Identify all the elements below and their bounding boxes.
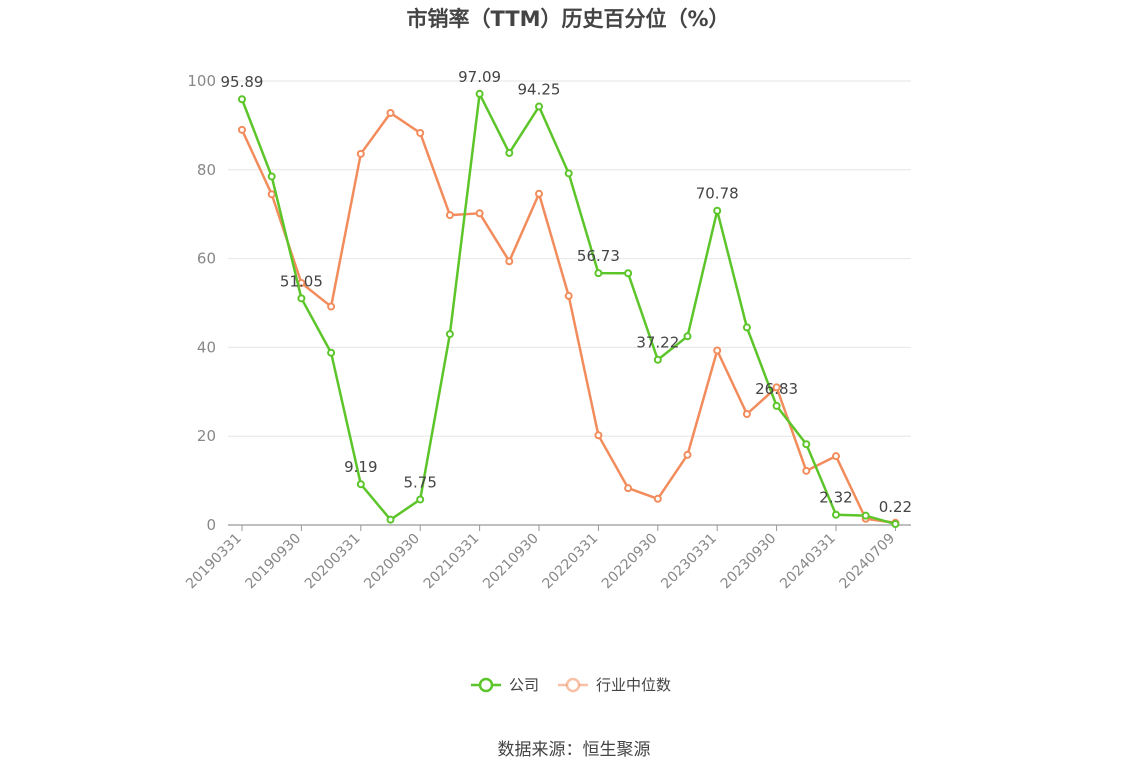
source-note: 数据来源：恒生聚源 xyxy=(498,740,651,760)
legend[interactable]: 公司 行业中位数 xyxy=(471,676,671,694)
x-tick-label: 20210930 xyxy=(480,531,542,593)
legend-swatch-marker xyxy=(478,677,494,693)
data-label: 5.75 xyxy=(403,473,436,491)
legend-label: 公司 xyxy=(509,676,539,694)
y-tick-label: 20 xyxy=(197,427,216,445)
data-point xyxy=(742,410,751,418)
legend-item-company[interactable]: 公司 xyxy=(471,676,539,694)
data-point xyxy=(594,269,603,278)
x-tick-label: 20230331 xyxy=(658,531,720,593)
x-tick-label: 20240709 xyxy=(837,531,899,593)
data-point xyxy=(802,466,811,475)
data-point xyxy=(653,494,662,503)
x-tick-label: 20190930 xyxy=(243,531,305,593)
data-label: 97.09 xyxy=(458,68,501,86)
data-point xyxy=(535,102,543,111)
data-point xyxy=(505,257,514,266)
data-point xyxy=(238,95,246,104)
data-point xyxy=(624,484,633,493)
y-tick-label: 40 xyxy=(197,338,216,356)
data-point xyxy=(475,89,484,98)
data-point xyxy=(742,323,751,332)
data-point xyxy=(802,440,811,449)
x-tick-label: 20200331 xyxy=(302,531,364,593)
data-labels: 95.89 51.05 9.19 5.75 97.09 94.25 56.73 37.22 70… xyxy=(221,68,913,516)
data-label: 70.78 xyxy=(696,185,739,203)
data-point xyxy=(653,355,662,364)
data-point xyxy=(505,148,514,157)
data-point xyxy=(564,169,573,178)
y-axis-ticks: 0 20 40 60 80 100 xyxy=(187,72,216,534)
x-tick-label: 20190331 xyxy=(183,531,245,593)
data-point xyxy=(445,211,454,220)
data-point xyxy=(327,348,336,357)
legend-swatch-marker xyxy=(565,677,581,693)
series-company xyxy=(238,89,900,529)
legend-item-industry-median[interactable]: 行业中位数 xyxy=(558,676,671,694)
data-point xyxy=(594,431,603,440)
x-axis: 2019033120190930202003312020093020210331… xyxy=(183,524,911,593)
x-tick-label: 20240331 xyxy=(777,531,839,593)
data-point xyxy=(683,450,692,459)
data-label: 95.89 xyxy=(221,73,264,91)
data-point xyxy=(564,291,573,300)
data-point xyxy=(713,346,722,355)
data-point xyxy=(445,330,454,339)
y-tick-label: 0 xyxy=(206,516,216,534)
data-point xyxy=(891,520,900,529)
data-label: 2.32 xyxy=(819,489,852,507)
x-tick-label: 20220331 xyxy=(540,531,602,593)
x-tick-label: 20220930 xyxy=(599,531,661,593)
data-label: 51.05 xyxy=(280,272,323,290)
data-point xyxy=(297,294,306,303)
data-point xyxy=(386,108,395,117)
data-point xyxy=(416,495,425,504)
y-tick-label: 100 xyxy=(187,72,216,90)
data-label: 0.22 xyxy=(879,498,912,516)
data-point xyxy=(386,515,395,524)
data-point xyxy=(832,510,840,519)
data-label: 26.83 xyxy=(755,380,798,398)
data-point xyxy=(327,302,336,311)
data-point xyxy=(356,480,365,489)
data-point xyxy=(267,190,276,199)
data-label: 94.25 xyxy=(518,81,561,99)
x-tick-label: 20230930 xyxy=(718,531,780,593)
data-point xyxy=(683,332,692,341)
data-point xyxy=(475,209,484,218)
y-tick-label: 80 xyxy=(197,161,216,179)
data-point xyxy=(832,452,840,461)
data-label: 56.73 xyxy=(577,247,620,265)
series-industry-median xyxy=(238,108,900,527)
data-point xyxy=(238,125,246,134)
data-point xyxy=(772,383,781,392)
data-point xyxy=(772,401,781,410)
data-point xyxy=(416,128,425,137)
data-point xyxy=(356,149,365,158)
x-tick-label: 20210331 xyxy=(421,531,483,593)
y-tick-label: 60 xyxy=(197,250,216,268)
grid-lines xyxy=(228,80,911,437)
series-layer xyxy=(238,89,900,529)
series-line xyxy=(240,92,896,526)
data-label: 9.19 xyxy=(344,458,377,476)
chart-title: 市销率（TTM）历史百分位（%） xyxy=(406,7,729,31)
data-point xyxy=(535,189,543,198)
data-point xyxy=(861,511,870,520)
data-label: 37.22 xyxy=(636,334,679,352)
data-point xyxy=(713,206,722,215)
legend-label: 行业中位数 xyxy=(596,676,671,694)
data-point xyxy=(624,269,633,278)
data-point xyxy=(267,172,276,181)
x-tick-label: 20200930 xyxy=(361,531,423,593)
